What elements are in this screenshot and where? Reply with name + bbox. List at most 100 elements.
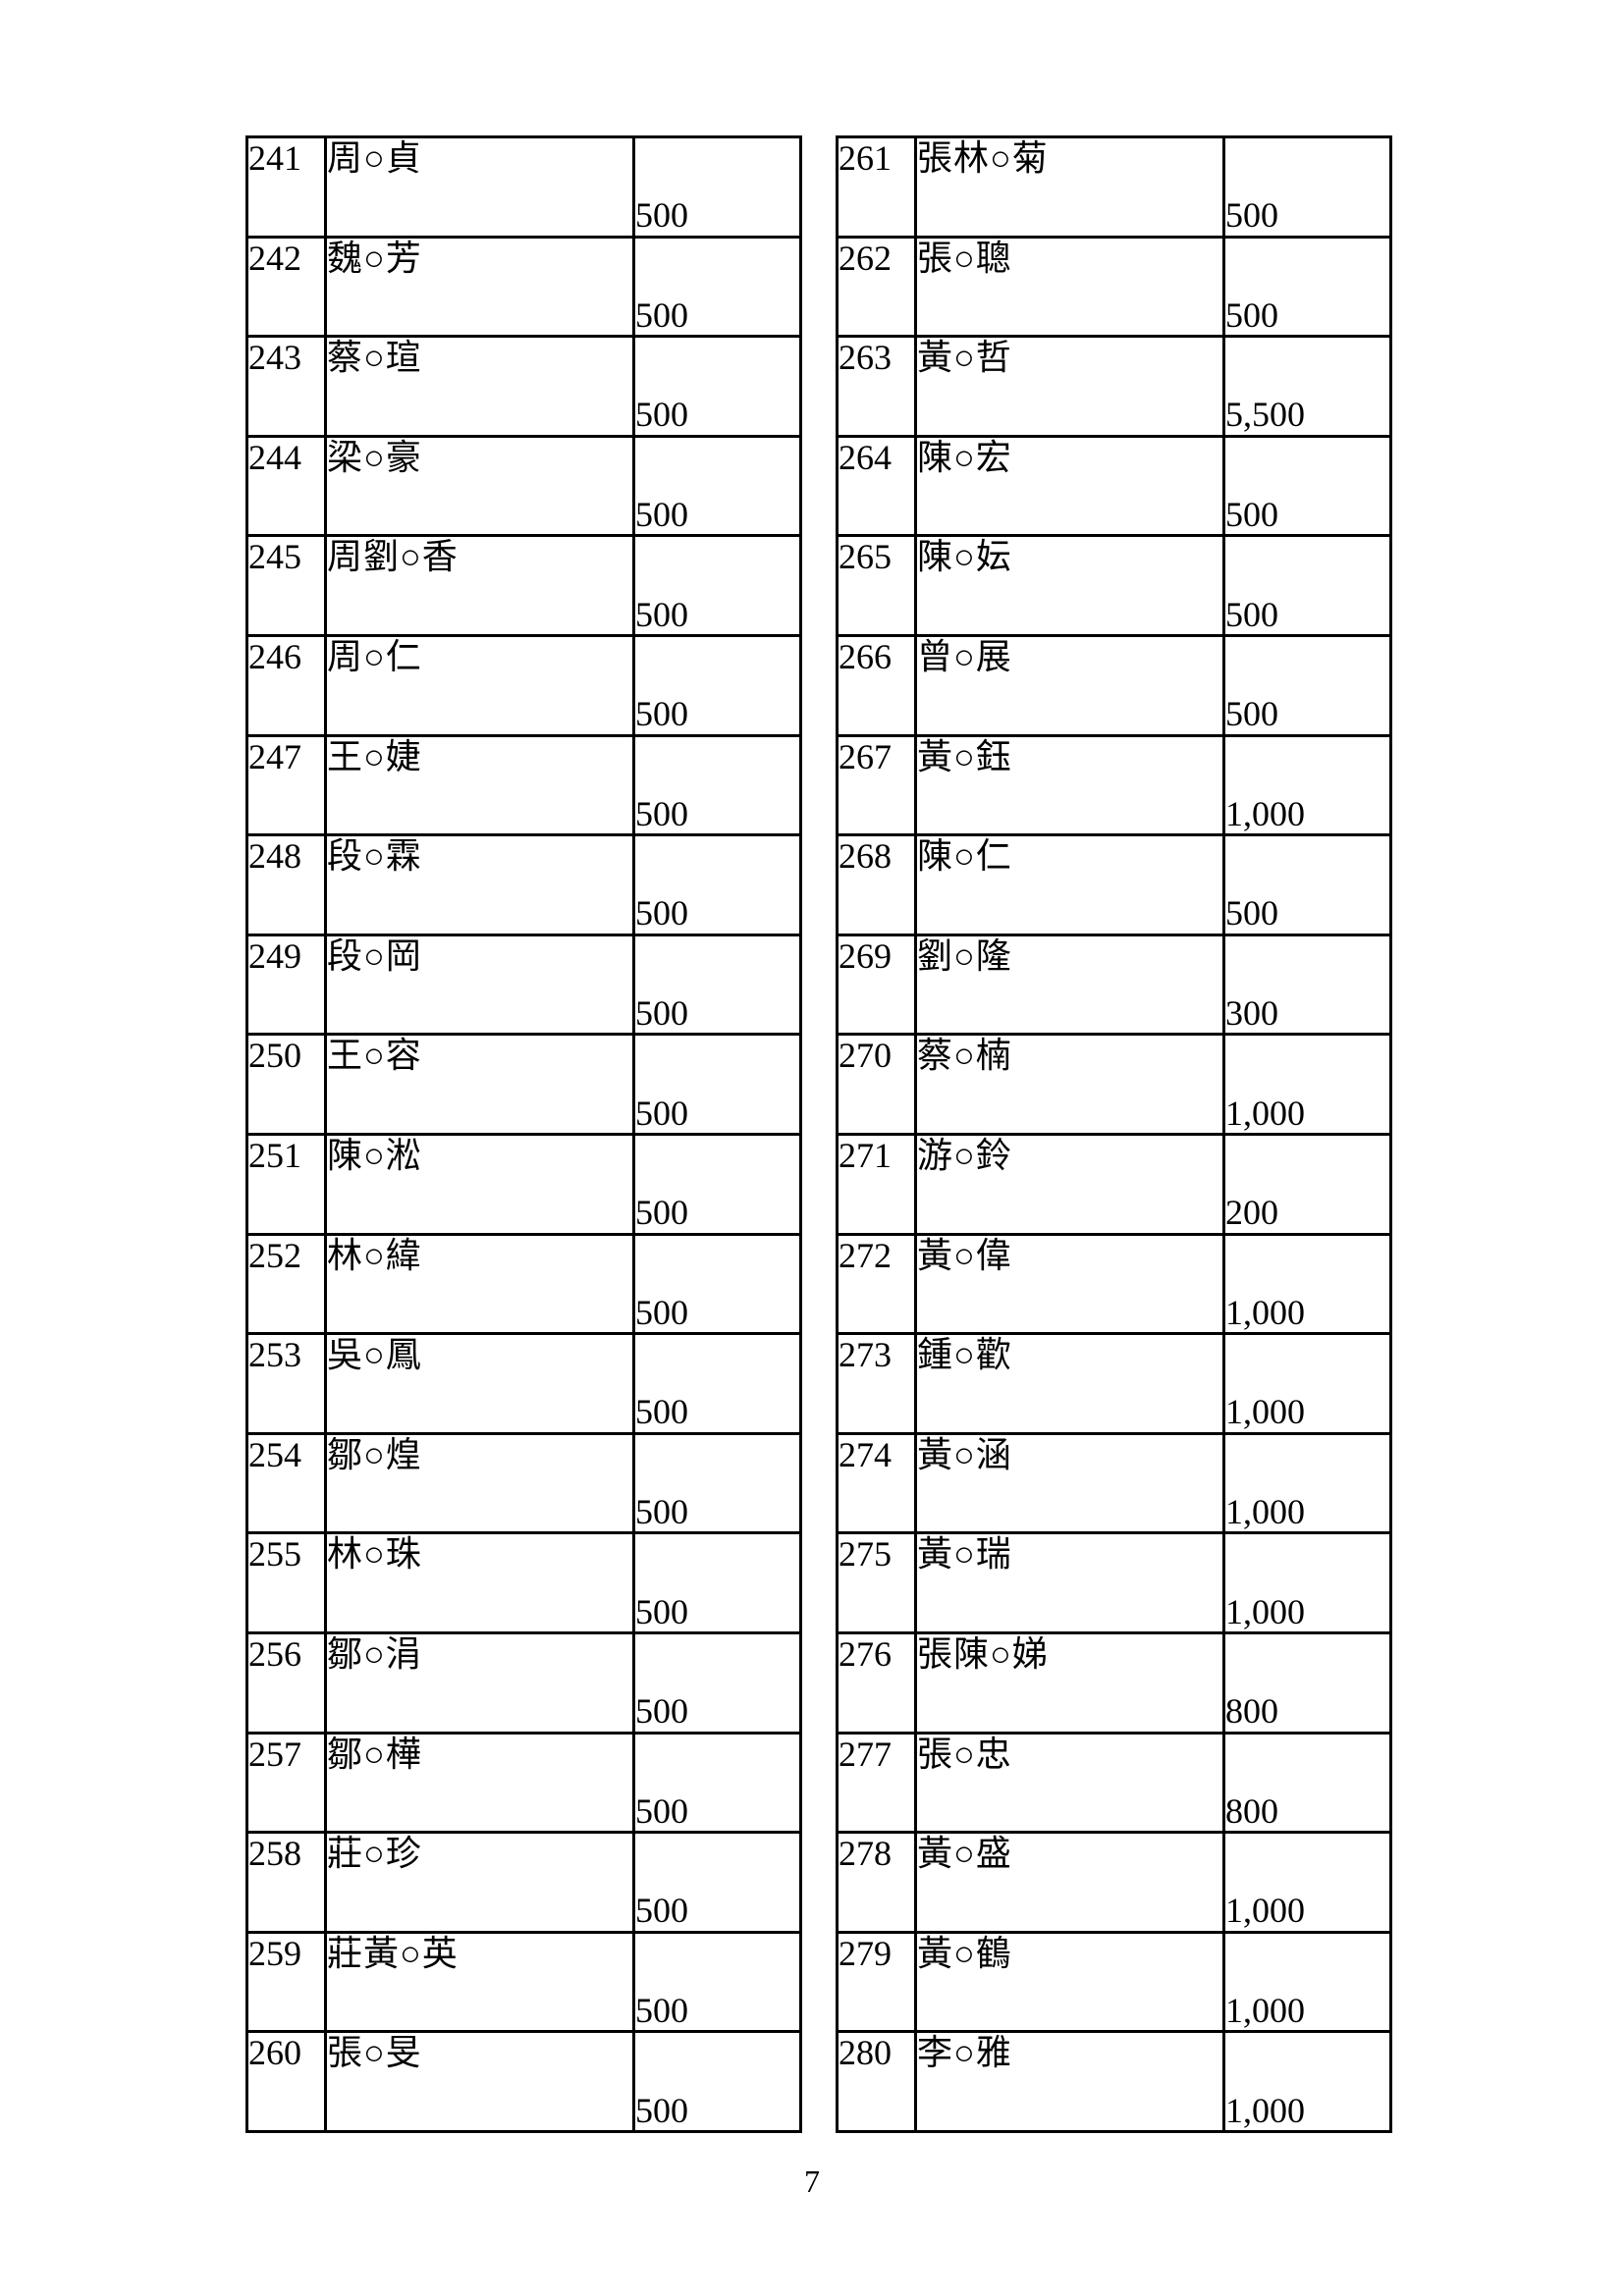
table-row: 253 吳○鳳 500 xyxy=(245,1332,802,1435)
amount-cell: 500 xyxy=(632,1332,802,1435)
row-number-cell: 243 xyxy=(245,335,327,438)
table-row: 279 黃○鶴 1,000 xyxy=(836,1930,1392,2034)
table-row: 260 張○旻 500 xyxy=(245,2030,802,2133)
donor-name-cell: 張○忠 xyxy=(914,1731,1225,1835)
amount-cell: 500 xyxy=(632,2030,802,2133)
table-row: 243 蔡○瑄 500 xyxy=(245,335,802,438)
row-number-cell: 280 xyxy=(836,2030,917,2133)
table-row: 255 林○珠 500 xyxy=(245,1531,802,1634)
table-row: 246 周○仁 500 xyxy=(245,633,802,737)
amount-cell: 500 xyxy=(632,1033,802,1136)
donor-name-cell: 林○緯 xyxy=(324,1232,635,1336)
table-row: 241 周○貞 500 xyxy=(245,135,802,239)
table-row: 250 王○容 500 xyxy=(245,1033,802,1136)
donor-name-cell: 蔡○瑄 xyxy=(324,335,635,438)
amount-cell: 1,000 xyxy=(1222,1431,1392,1535)
amount-cell: 1,000 xyxy=(1222,733,1392,837)
donor-name-cell: 黃○偉 xyxy=(914,1232,1225,1336)
donor-name-cell: 陳○妘 xyxy=(914,534,1225,637)
table-row: 265 陳○妘 500 xyxy=(836,534,1392,637)
amount-cell: 500 xyxy=(632,534,802,637)
amount-cell: 1,000 xyxy=(1222,1531,1392,1634)
donor-name-cell: 黃○鈺 xyxy=(914,733,1225,837)
donor-name-cell: 鄒○樺 xyxy=(324,1731,635,1835)
donor-name-cell: 黃○鶴 xyxy=(914,1930,1225,2034)
row-number-cell: 273 xyxy=(836,1332,917,1435)
table-row: 262 張○聰 500 xyxy=(836,235,1392,339)
amount-cell: 500 xyxy=(632,434,802,538)
row-number-cell: 256 xyxy=(245,1630,327,1735)
row-number-cell: 248 xyxy=(245,833,327,936)
amount-cell: 500 xyxy=(1222,135,1392,239)
table-row: 244 梁○豪 500 xyxy=(245,434,802,538)
amount-cell: 800 xyxy=(1222,1630,1392,1735)
donor-name-cell: 周○仁 xyxy=(324,633,635,737)
donor-name-cell: 梁○豪 xyxy=(324,434,635,538)
amount-cell: 500 xyxy=(1222,235,1392,339)
table-row: 269 劉○隆 300 xyxy=(836,933,1392,1037)
row-number-cell: 279 xyxy=(836,1930,917,2034)
table-row: 263 黃○哲 5,500 xyxy=(836,335,1392,438)
amount-cell: 500 xyxy=(632,1232,802,1336)
row-number-cell: 277 xyxy=(836,1731,917,1835)
row-number-cell: 255 xyxy=(245,1531,327,1634)
row-number-cell: 270 xyxy=(836,1033,917,1136)
table-row: 257 鄒○樺 500 xyxy=(245,1731,802,1835)
table-row: 275 黃○瑞 1,000 xyxy=(836,1531,1392,1634)
amount-cell: 5,500 xyxy=(1222,335,1392,438)
row-number-cell: 244 xyxy=(245,434,327,538)
donor-name-cell: 林○珠 xyxy=(324,1531,635,1634)
row-number-cell: 246 xyxy=(245,633,327,737)
donor-name-cell: 張林○菊 xyxy=(914,135,1225,239)
amount-cell: 500 xyxy=(632,1431,802,1535)
table-row: 270 蔡○楠 1,000 xyxy=(836,1033,1392,1136)
row-number-cell: 247 xyxy=(245,733,327,837)
row-number-cell: 275 xyxy=(836,1531,917,1634)
donor-name-cell: 張陳○娣 xyxy=(914,1630,1225,1735)
amount-cell: 500 xyxy=(632,1132,802,1236)
amount-cell: 500 xyxy=(1222,633,1392,737)
table-row: 242 魏○芳 500 xyxy=(245,235,802,339)
table-row: 272 黃○偉 1,000 xyxy=(836,1232,1392,1336)
amount-cell: 500 xyxy=(632,1930,802,2034)
donor-name-cell: 張○聰 xyxy=(914,235,1225,339)
row-number-cell: 264 xyxy=(836,434,917,538)
amount-cell: 500 xyxy=(632,235,802,339)
table-row: 247 王○婕 500 xyxy=(245,733,802,837)
amount-cell: 1,000 xyxy=(1222,1930,1392,2034)
amount-cell: 1,000 xyxy=(1222,1033,1392,1136)
table-row: 280 李○雅 1,000 xyxy=(836,2030,1392,2133)
donor-name-cell: 段○霖 xyxy=(324,833,635,936)
row-number-cell: 267 xyxy=(836,733,917,837)
table-row: 276 張陳○娣 800 xyxy=(836,1630,1392,1735)
donor-name-cell: 陳○淞 xyxy=(324,1132,635,1236)
row-number-cell: 265 xyxy=(836,534,917,637)
row-number-cell: 258 xyxy=(245,1831,327,1934)
donor-name-cell: 鍾○歡 xyxy=(914,1332,1225,1435)
amount-cell: 200 xyxy=(1222,1132,1392,1236)
row-number-cell: 271 xyxy=(836,1132,917,1236)
row-number-cell: 250 xyxy=(245,1033,327,1136)
donor-table-right: 261 張林○菊 500 262 張○聰 500 263 黃○哲 5,500 264 陳○宏 500 2… xyxy=(836,135,1392,2133)
donor-name-cell: 吳○鳳 xyxy=(324,1332,635,1435)
table-row: 277 張○忠 800 xyxy=(836,1731,1392,1835)
row-number-cell: 260 xyxy=(245,2030,327,2133)
table-row: 245 周劉○香 500 xyxy=(245,534,802,637)
donor-name-cell: 李○雅 xyxy=(914,2030,1225,2133)
amount-cell: 1,000 xyxy=(1222,1232,1392,1336)
donor-name-cell: 陳○仁 xyxy=(914,833,1225,936)
donor-name-cell: 莊黃○英 xyxy=(324,1930,635,2034)
donor-table-right-body: 261 張林○菊 500 262 張○聰 500 263 黃○哲 5,500 264 陳○宏 500 2… xyxy=(836,135,1392,2133)
table-row: 268 陳○仁 500 xyxy=(836,833,1392,936)
row-number-cell: 253 xyxy=(245,1332,327,1435)
donor-name-cell: 莊○珍 xyxy=(324,1831,635,1934)
row-number-cell: 276 xyxy=(836,1630,917,1735)
row-number-cell: 272 xyxy=(836,1232,917,1336)
row-number-cell: 249 xyxy=(245,933,327,1037)
donor-name-cell: 蔡○楠 xyxy=(914,1033,1225,1136)
amount-cell: 800 xyxy=(1222,1731,1392,1835)
row-number-cell: 269 xyxy=(836,933,917,1037)
row-number-cell: 245 xyxy=(245,534,327,637)
table-row: 261 張林○菊 500 xyxy=(836,135,1392,239)
